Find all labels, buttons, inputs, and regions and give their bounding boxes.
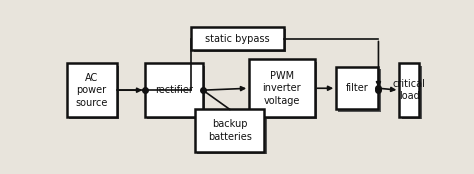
Bar <box>147 66 205 119</box>
Text: backup
batteries: backup batteries <box>208 119 252 142</box>
Bar <box>191 27 284 50</box>
Bar <box>336 67 378 109</box>
Text: rectifier: rectifier <box>155 85 193 95</box>
Bar <box>401 66 421 119</box>
Bar <box>145 63 203 117</box>
Bar <box>249 59 315 117</box>
Text: filter: filter <box>346 83 369 93</box>
Bar <box>194 29 286 52</box>
Bar <box>198 112 267 154</box>
Bar <box>195 109 264 152</box>
Text: AC
power
source: AC power source <box>75 73 108 108</box>
Bar <box>69 66 119 119</box>
Bar <box>399 63 419 117</box>
Bar <box>66 63 117 117</box>
Text: PWM
inverter
voltage: PWM inverter voltage <box>263 71 301 106</box>
Text: critical
load: critical load <box>393 79 426 101</box>
Bar <box>251 62 317 119</box>
Bar <box>338 69 381 112</box>
Text: static bypass: static bypass <box>205 34 270 44</box>
